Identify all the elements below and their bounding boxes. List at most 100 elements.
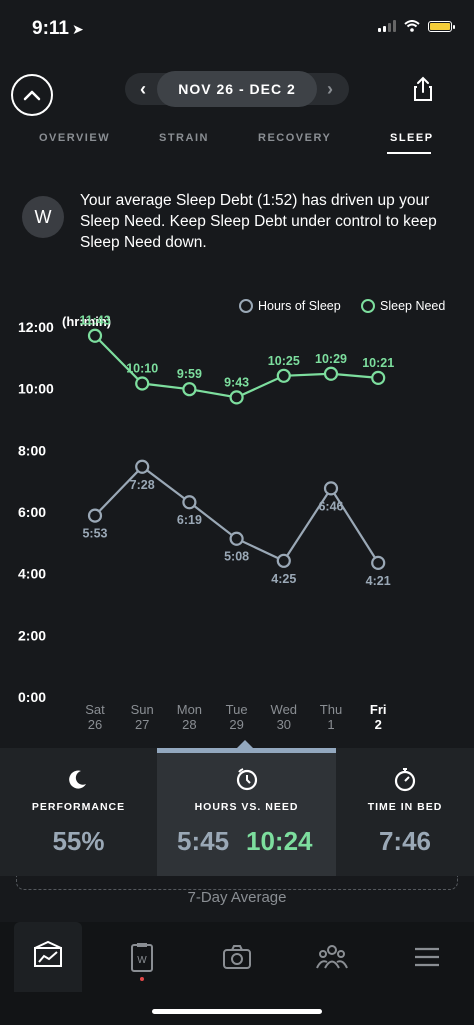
- collapse-button[interactable]: [11, 74, 53, 116]
- sleep-point: [323, 481, 339, 496]
- tab-recovery[interactable]: RECOVERY: [258, 132, 332, 144]
- x-tick-day: Sat: [85, 702, 105, 717]
- sleep-data-label: 4:21: [366, 574, 391, 588]
- need-data-label: 9:59: [177, 367, 202, 381]
- need-data-label: 11:43: [79, 314, 110, 328]
- x-tick-date: 28: [182, 717, 196, 732]
- need-point: [276, 368, 291, 383]
- clock-icon: [236, 768, 258, 791]
- svg-text:W: W: [137, 955, 147, 966]
- sleep-data-label: 6:46: [318, 499, 343, 513]
- sleep-data-label: 5:53: [82, 527, 107, 541]
- need-data-label: 10:29: [315, 352, 347, 366]
- cellular-signal-icon: [378, 20, 396, 32]
- x-tick-day: Sun: [131, 702, 154, 717]
- x-tick-day: Wed: [271, 702, 298, 717]
- legend-need-marker: [361, 299, 375, 313]
- x-tick-date: 2: [375, 717, 382, 732]
- sleep-point: [276, 553, 291, 568]
- time-in-bed-value: 7:46: [378, 826, 432, 856]
- need-data-label: 9:43: [224, 375, 249, 389]
- legend-hours-of-sleep: Hours of Sleep: [258, 299, 341, 313]
- chevron-right-icon: ›: [327, 78, 333, 99]
- x-tick-day: Tue: [226, 702, 248, 717]
- moon-icon: [69, 770, 86, 789]
- x-tick-date: 26: [88, 717, 102, 732]
- performance-label: PERFORMANCE: [31, 801, 126, 813]
- active-tab-indicator: [387, 152, 431, 154]
- time-in-bed-stat[interactable]: TIME IN BED 7:46: [336, 748, 474, 876]
- need-point: [182, 382, 197, 397]
- nav-camera-button[interactable]: [220, 940, 254, 974]
- camera-icon: [223, 945, 251, 969]
- location-arrow-icon: ➤: [71, 21, 84, 37]
- need-data-label: 10:21: [362, 356, 394, 370]
- y-tick-label: 6:00: [18, 504, 46, 520]
- home-chart-icon: [34, 940, 62, 967]
- hamburger-menu-icon: [415, 947, 439, 967]
- next-week-button[interactable]: ›: [320, 78, 340, 100]
- hours-vs-need-label: HOURS VS. NEED: [194, 801, 299, 813]
- notification-dot: [140, 977, 144, 981]
- need-point: [371, 370, 386, 385]
- legend-sleep-marker: [239, 299, 253, 313]
- nav-menu-button[interactable]: [410, 940, 444, 974]
- selected-stat-pointer: [236, 740, 254, 749]
- need-data-label: 10:25: [268, 354, 300, 368]
- stats-panel: PERFORMANCE 55% HOURS VS. NEED 5:45 10:2…: [0, 748, 474, 876]
- wifi-icon: [404, 20, 420, 32]
- x-tick-day: Mon: [177, 702, 202, 717]
- y-tick-label: 0:00: [18, 689, 46, 705]
- performance-value: 55%: [52, 826, 105, 856]
- need-point: [323, 366, 339, 381]
- tab-sleep[interactable]: SLEEP: [390, 132, 434, 144]
- clipboard-icon: W: [131, 943, 153, 972]
- nav-community-button[interactable]: [315, 940, 349, 974]
- hours-value: 5:45: [177, 826, 230, 856]
- tab-strain[interactable]: STRAIN: [159, 132, 209, 144]
- home-indicator: [152, 1009, 322, 1014]
- stopwatch-icon: [394, 768, 416, 792]
- sleep-point: [229, 531, 244, 546]
- status-time: 9:11 ➤: [32, 18, 84, 39]
- y-tick-label: 10:00: [18, 381, 54, 397]
- nav-active-background: [14, 922, 82, 992]
- need-point: [87, 328, 103, 343]
- x-tick-day: Fri: [370, 702, 387, 717]
- previous-week-button[interactable]: ‹: [133, 78, 153, 100]
- sleep-point: [87, 508, 103, 523]
- x-tick-date: 30: [277, 717, 291, 732]
- x-tick-date: 1: [327, 717, 334, 732]
- need-point: [135, 376, 150, 391]
- chart-legend: Hours of Sleep Sleep Need: [239, 299, 445, 313]
- x-tick-date: 27: [135, 717, 149, 732]
- sleep-data-label: 7:28: [130, 478, 155, 492]
- date-range-label[interactable]: NOV 26 - DEC 2: [157, 71, 317, 107]
- chevron-up-icon: [23, 90, 41, 101]
- legend-sleep-need: Sleep Need: [380, 299, 445, 313]
- status-icons: [378, 20, 455, 32]
- sleep-point: [371, 555, 386, 570]
- tab-bar: OVERVIEW STRAIN RECOVERY SLEEP: [0, 132, 474, 162]
- sleep-point: [135, 459, 150, 474]
- sleep-chart: Hours of Sleep Sleep Need (hr:min) 0:00 2…: [18, 299, 445, 732]
- share-icon: [414, 76, 432, 101]
- need-point: [229, 390, 244, 405]
- y-axis-unit-label: (hr:min): [62, 314, 111, 329]
- chevron-left-icon: ‹: [140, 78, 146, 99]
- sleep-point: [182, 495, 197, 510]
- share-button[interactable]: [408, 74, 438, 104]
- x-tick-date: 29: [229, 717, 243, 732]
- sleep-data-label: 4:25: [271, 572, 296, 586]
- need-value: 10:24: [246, 826, 313, 856]
- hours-vs-need-stat[interactable]: HOURS VS. NEED 5:45 10:24: [157, 748, 336, 876]
- sleep-data-label: 5:08: [224, 550, 249, 564]
- performance-stat[interactable]: PERFORMANCE 55%: [0, 748, 157, 876]
- nav-home-button[interactable]: [31, 940, 65, 974]
- x-tick-day: Thu: [320, 702, 342, 717]
- tab-overview[interactable]: OVERVIEW: [39, 132, 111, 144]
- nav-journal-button[interactable]: W: [125, 940, 159, 974]
- people-icon: [316, 945, 348, 969]
- w-logo-icon: W: [22, 196, 64, 238]
- y-tick-label: 4:00: [18, 566, 46, 582]
